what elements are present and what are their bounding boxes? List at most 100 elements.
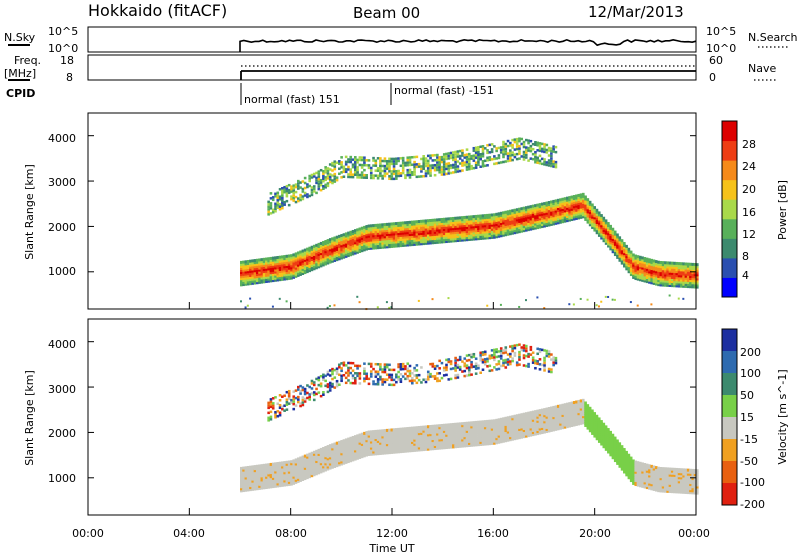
velocity-pixel — [468, 358, 471, 362]
power-pixel — [654, 274, 658, 278]
power-pixel — [317, 182, 321, 186]
power-pixel — [369, 230, 373, 234]
power-pixel — [301, 190, 305, 193]
velocity-pixel — [244, 486, 248, 490]
power-pixel — [525, 299, 527, 302]
power-pixel — [285, 256, 289, 260]
power-pixel — [461, 164, 464, 167]
velocity-pixel — [420, 431, 423, 435]
velocity-pixel — [267, 416, 270, 420]
power-pixel — [297, 273, 300, 277]
velocity-pixel — [488, 427, 492, 431]
power-pixel — [483, 220, 487, 224]
power-pixel — [604, 295, 607, 298]
power-pixel — [328, 240, 332, 244]
power-pixel — [670, 267, 674, 271]
velocity-pixel — [365, 453, 368, 457]
velocity-pixel — [479, 422, 482, 426]
power-pixel — [338, 238, 341, 242]
velocity-pixel — [465, 429, 469, 433]
power-pixel — [429, 171, 432, 175]
power-pixel — [438, 222, 441, 226]
velocity-pixel — [365, 441, 368, 445]
power-pixel — [493, 145, 496, 148]
power-pixel — [547, 201, 551, 205]
velocity-pixel — [483, 436, 487, 440]
velocity-pixel — [347, 445, 350, 449]
power-pixel — [691, 277, 695, 281]
power-pixel — [470, 231, 473, 235]
power-pixel — [246, 266, 250, 270]
velocity-pixel — [424, 437, 428, 441]
power-pixel — [340, 176, 343, 179]
power-pixel — [312, 259, 316, 263]
power-pixel — [271, 264, 275, 268]
power-pixel — [308, 258, 311, 262]
power-pixel — [429, 223, 432, 227]
power-pixel — [408, 224, 412, 228]
velocity-pixel — [338, 442, 341, 446]
power-pixel — [552, 210, 555, 214]
power-pixel — [358, 301, 361, 304]
power-pixel — [588, 202, 592, 206]
power-pixel — [442, 165, 446, 169]
velocity-pixel — [415, 381, 419, 385]
power-pixel — [417, 234, 421, 238]
velocity-pixel — [452, 443, 455, 447]
power-pixel — [397, 157, 400, 160]
velocity-pixel — [483, 438, 487, 442]
power-pixel — [281, 273, 284, 277]
power-pixel — [287, 188, 291, 192]
power-pixel — [641, 268, 644, 272]
power-pixel — [324, 246, 327, 250]
power-pixel — [483, 216, 487, 220]
power-pixel — [677, 268, 681, 272]
velocity-pixel — [401, 437, 405, 441]
velocity-pixel — [322, 457, 325, 461]
velocity-pixel — [301, 401, 305, 404]
power-pixel — [511, 225, 514, 229]
power-pixel — [388, 167, 391, 171]
power-pixel — [271, 256, 275, 260]
velocity-pixel — [328, 389, 332, 392]
power-pixel — [244, 272, 248, 276]
velocity-pixel — [399, 431, 403, 435]
velocity-pixel — [458, 432, 462, 436]
power-pixel — [351, 175, 355, 179]
velocity-pixel — [372, 434, 375, 438]
velocity-pixel — [306, 396, 309, 400]
velocity-pixel — [470, 433, 473, 437]
power-pixel — [401, 169, 405, 172]
power-pixel — [527, 209, 530, 213]
power-pixel — [536, 161, 539, 165]
power-pixel — [570, 209, 574, 213]
power-pixel — [488, 158, 492, 162]
velocity-pixel — [417, 448, 421, 452]
freq-label-bottom: [MHz] — [4, 67, 36, 80]
velocity-pixel — [461, 438, 464, 442]
power-pixel — [438, 163, 441, 167]
power-pixel — [354, 173, 357, 176]
power-pixel — [600, 232, 603, 236]
power-pixel — [645, 265, 649, 269]
velocity-pixel — [413, 442, 416, 446]
velocity-pixel — [258, 470, 261, 474]
power-pixel — [306, 253, 309, 257]
power-pixel — [319, 260, 323, 264]
power-pixel — [534, 210, 537, 214]
power-pixel — [315, 243, 318, 247]
power-pixel — [509, 219, 512, 223]
power-pixel — [285, 254, 289, 258]
power-pixel — [502, 223, 505, 227]
power-pixel — [563, 219, 567, 223]
power-pixel — [529, 227, 533, 231]
velocity-pixel — [477, 428, 480, 432]
velocity-pixel — [374, 446, 378, 450]
power-pixel — [582, 209, 585, 213]
power-pixel — [331, 257, 334, 261]
velocity-pixel — [442, 366, 446, 370]
velocity-pixel — [454, 359, 457, 362]
power-pixel — [486, 220, 489, 224]
power-pixel — [429, 227, 432, 231]
power-pixel — [620, 253, 624, 257]
